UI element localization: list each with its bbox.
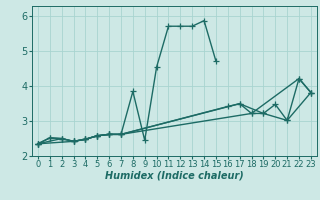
X-axis label: Humidex (Indice chaleur): Humidex (Indice chaleur) (105, 171, 244, 181)
